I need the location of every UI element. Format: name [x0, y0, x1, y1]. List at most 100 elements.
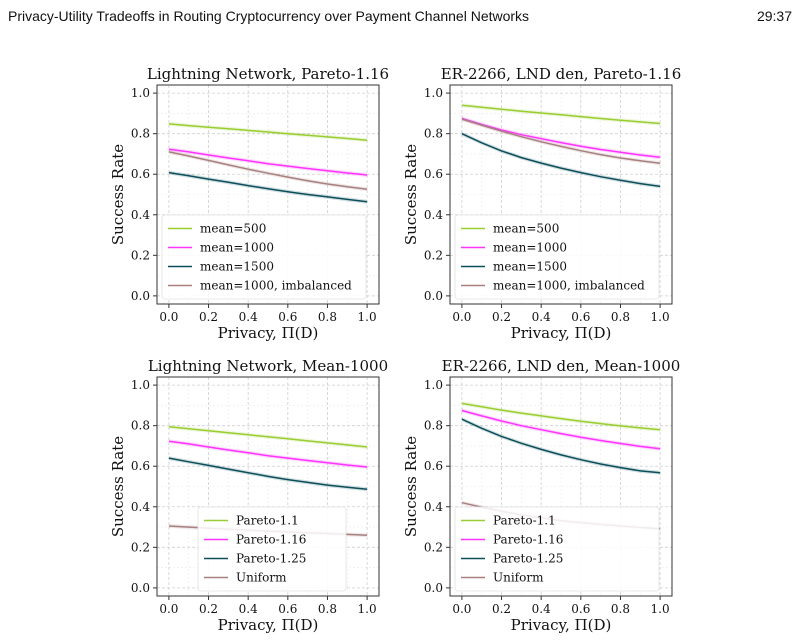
paper-title: Privacy-Utility Tradeoffs in Routing Cry…	[8, 8, 530, 24]
legend: mean=500 mean=1000 mean=1500 mean=1000, imb…	[454, 214, 660, 300]
y-tick-label: 0.2	[131, 248, 150, 262]
x-tick-label: 1.0	[651, 310, 670, 324]
x-tick-label: 1.0	[358, 602, 377, 616]
legend-label: Uniform	[493, 571, 544, 585]
x-tick-label: 0.2	[492, 310, 511, 324]
series-line-3	[168, 457, 368, 491]
x-tick-label: 0.0	[452, 602, 471, 616]
legend-label: mean=1000	[493, 241, 567, 255]
legend-label: mean=1500	[493, 260, 567, 274]
y-tick-label: 0.2	[424, 540, 443, 554]
y-tick-label: 0.0	[131, 289, 150, 303]
x-tick-label: 0.0	[452, 310, 471, 324]
x-tick-label: 0.8	[318, 602, 337, 616]
legend-label: mean=1000, imbalanced	[493, 279, 645, 293]
series-band-4	[168, 149, 368, 192]
x-tick-label: 0.4	[532, 310, 551, 324]
legend-label: Pareto-1.1	[493, 514, 556, 528]
legend-box	[197, 506, 347, 592]
x-tick-label: 0.4	[239, 602, 258, 616]
chart-title: ER-2266, LND den, Mean-1000	[442, 357, 681, 375]
chart-title: Lightning Network, Pareto-1.16	[147, 65, 389, 83]
axes-frame	[156, 84, 380, 305]
legend-label: mean=1000, imbalanced	[200, 279, 352, 293]
x-tick-label: 0.6	[571, 602, 590, 616]
series-line-1	[461, 104, 661, 125]
y-tick-label: 0.8	[424, 127, 443, 141]
x-tick-label: 0.6	[278, 602, 297, 616]
y-tick-label: 1.0	[424, 86, 443, 100]
y-tick-label: 0.4	[424, 500, 443, 514]
x-tick-label: 0.4	[532, 602, 551, 616]
x-tick-label: 0.4	[239, 310, 258, 324]
x-tick-label: 1.0	[358, 310, 377, 324]
x-axis-label: Privacy, Π(D)	[511, 324, 612, 342]
series-line-2	[461, 409, 661, 450]
y-tick-label: 0.2	[424, 248, 443, 262]
axes-frame	[156, 376, 380, 597]
x-tick-label: 0.0	[159, 310, 178, 324]
x-tick-label: 1.0	[651, 602, 670, 616]
y-tick-label: 0.6	[131, 167, 150, 181]
y-tick-label: 1.0	[131, 378, 150, 392]
x-axis-label: Privacy, Π(D)	[218, 616, 319, 634]
legend: Pareto-1.1 Pareto-1.16 Pareto-1.25 Uniform	[197, 506, 347, 592]
series-line-1	[168, 425, 368, 448]
page-number: 29:37	[756, 8, 792, 24]
x-axis-label: Privacy, Π(D)	[218, 324, 319, 342]
x-tick-label: 0.2	[199, 602, 218, 616]
x-tick-label: 0.8	[318, 310, 337, 324]
legend-label: mean=500	[493, 222, 559, 236]
chart-panel-1: 0.0 0.2 0.4 0.6 0.8 1.0 0.0 0.2 0.4 0.6 0.8 1.0 Ligh…	[109, 65, 389, 342]
legend-box	[454, 214, 660, 300]
legend-label: mean=500	[200, 222, 266, 236]
series-line-3	[461, 133, 661, 188]
chart-panel-4: 0.0 0.2 0.4 0.6 0.8 1.0 0.0 0.2 0.4 0.6 0.8 1.0 ER-2…	[402, 357, 680, 634]
series-line-4	[168, 151, 368, 190]
legend-label: mean=1500	[200, 260, 274, 274]
legend-box	[454, 506, 660, 592]
legend-label: Pareto-1.25	[493, 552, 563, 566]
chart-title: ER-2266, LND den, Pareto-1.16	[441, 65, 682, 83]
axes-frame	[449, 84, 673, 305]
series-line-2	[168, 440, 368, 468]
x-tick-label: 0.2	[199, 310, 218, 324]
legend-label: Uniform	[236, 571, 287, 585]
chart-panel-3: 0.0 0.2 0.4 0.6 0.8 1.0 0.0 0.2 0.4 0.6 0.8 1.0 Ligh…	[109, 357, 388, 634]
series-line-2	[168, 148, 368, 176]
x-tick-label: 0.2	[492, 602, 511, 616]
axes-frame	[449, 376, 673, 597]
legend-label: Pareto-1.16	[493, 533, 563, 547]
y-tick-label: 0.4	[424, 208, 443, 222]
legend-box	[161, 214, 367, 300]
y-tick-label: 0.4	[131, 208, 150, 222]
y-tick-label: 0.4	[131, 500, 150, 514]
series-band-3	[461, 131, 661, 189]
chart-panel-2: 0.0 0.2 0.4 0.6 0.8 1.0 0.0 0.2 0.4 0.6 0.8 1.0 ER-2…	[402, 65, 681, 342]
legend-label: mean=1000	[200, 241, 274, 255]
legend: mean=500 mean=1000 mean=1500 mean=1000, imb…	[161, 214, 367, 300]
y-tick-label: 0.6	[424, 167, 443, 181]
chart-title: Lightning Network, Mean-1000	[148, 357, 388, 375]
x-tick-label: 0.8	[611, 310, 630, 324]
y-tick-label: 0.0	[131, 581, 150, 595]
y-tick-label: 0.8	[131, 127, 150, 141]
legend-label: Pareto-1.1	[236, 514, 299, 528]
x-tick-label: 0.0	[159, 602, 178, 616]
y-axis-label: Success Rate	[109, 144, 127, 245]
series-line-3	[168, 171, 368, 203]
series-band-2	[461, 408, 661, 451]
series-line-3	[461, 418, 661, 474]
legend-label: Pareto-1.16	[236, 533, 306, 547]
y-tick-label: 0.2	[131, 540, 150, 554]
legend: Pareto-1.1 Pareto-1.16 Pareto-1.25 Uniform	[454, 506, 660, 592]
y-tick-label: 0.8	[424, 419, 443, 433]
y-axis-label: Success Rate	[402, 144, 420, 245]
series-line-1	[461, 402, 661, 431]
y-tick-label: 0.0	[424, 289, 443, 303]
x-axis-label: Privacy, Π(D)	[511, 616, 612, 634]
y-tick-label: 0.0	[424, 581, 443, 595]
series-line-2	[461, 117, 661, 158]
series-line-4	[461, 118, 661, 165]
